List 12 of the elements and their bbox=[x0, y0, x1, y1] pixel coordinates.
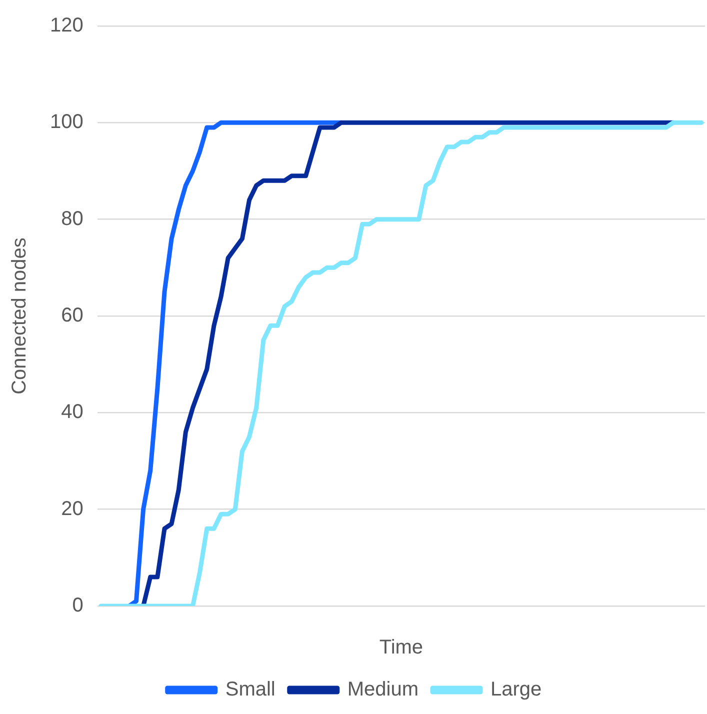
y-tick-label: 0 bbox=[72, 594, 84, 617]
y-tick-label: 100 bbox=[50, 111, 84, 134]
legend-label: Large bbox=[490, 678, 542, 701]
y-tick-label: 120 bbox=[50, 14, 84, 37]
y-tick-label: 60 bbox=[61, 304, 84, 327]
y-axis-title: Connected nodes bbox=[8, 238, 31, 394]
y-tick-label: 40 bbox=[61, 401, 84, 424]
y-tick-label: 20 bbox=[61, 498, 84, 520]
legend-label: Medium bbox=[347, 678, 419, 701]
legend-label: Small bbox=[225, 678, 276, 701]
x-axis-title: Time bbox=[379, 636, 424, 659]
y-tick-label: 80 bbox=[61, 208, 84, 230]
